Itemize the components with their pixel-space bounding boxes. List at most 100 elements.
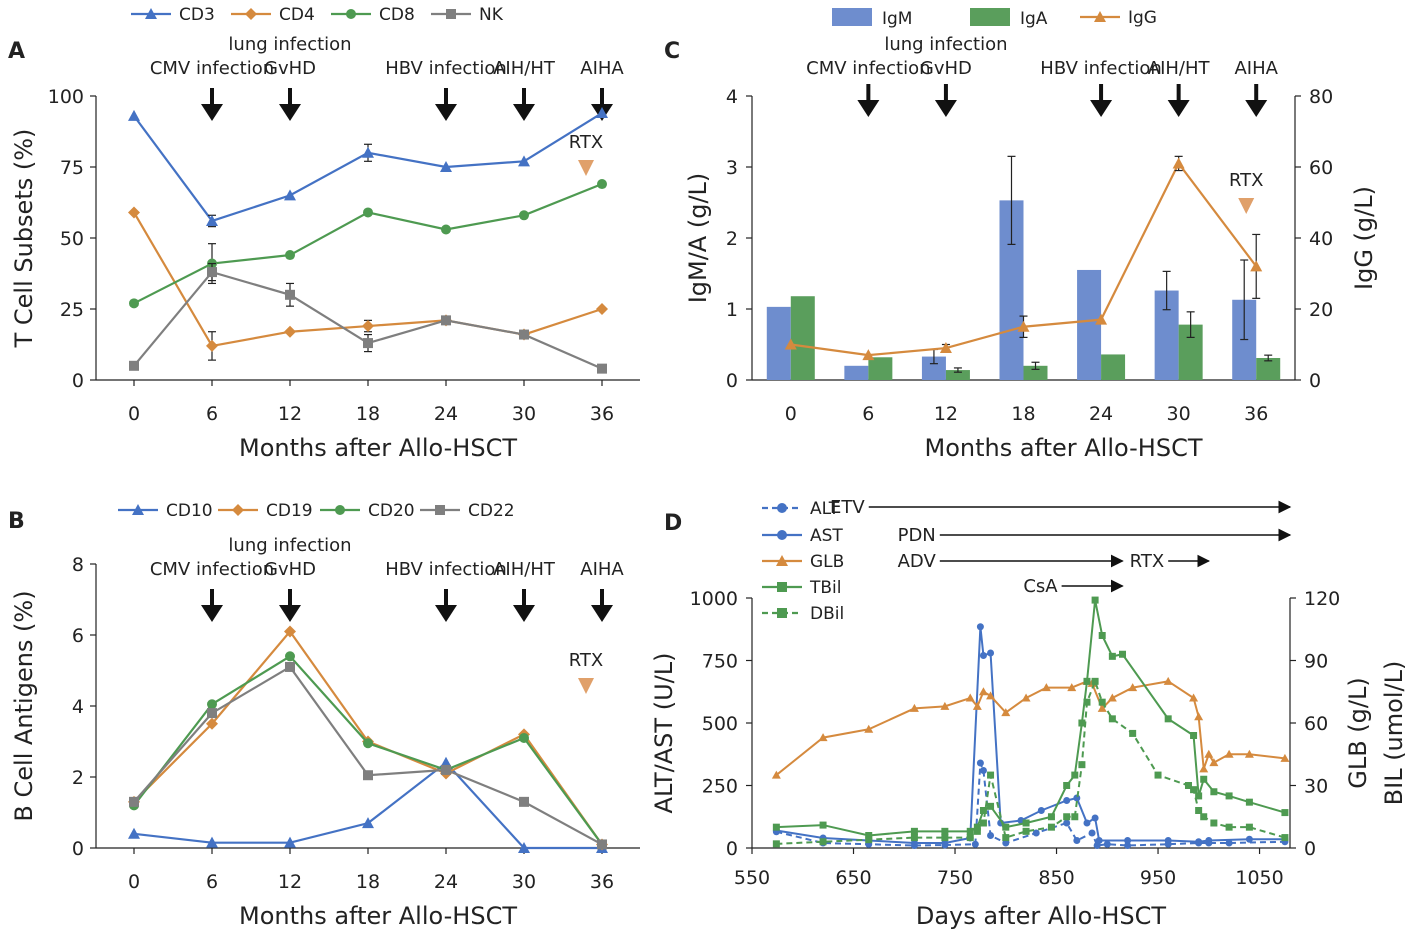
data-point-glb <box>1209 758 1219 767</box>
legend-cd3-marker <box>145 8 157 19</box>
data-point-glb <box>909 703 919 712</box>
data-point-tbil <box>1063 782 1071 789</box>
data-point-tbil <box>865 832 873 839</box>
data-point-glb <box>1107 693 1117 702</box>
data-point-tbil <box>1002 823 1010 831</box>
y-tick-label-right: 60 <box>1304 713 1328 735</box>
y-tick-label-right: 60 <box>1309 157 1333 179</box>
data-point-dbil <box>1071 813 1079 821</box>
y-axis-title-left: ALT/AST (U/L) <box>650 653 678 814</box>
data-point-cd22 <box>207 708 217 719</box>
x-tick-label: 30 <box>512 871 536 893</box>
data-point-ast <box>1037 807 1045 814</box>
y-tick-label: 100 <box>48 86 84 108</box>
x-tick-label: 6 <box>862 403 874 425</box>
data-point-glb <box>1204 749 1214 758</box>
legend-cd20-marker <box>335 505 345 515</box>
data-point-igg <box>939 342 952 354</box>
x-tick-label: 12 <box>278 403 302 425</box>
data-point-cd3 <box>284 189 296 201</box>
legend-glb-label: GLB <box>810 552 844 572</box>
data-point-alt <box>987 832 995 839</box>
x-tick-label: 24 <box>434 871 458 893</box>
event-arrow-head <box>934 100 957 117</box>
series-line-ast <box>776 626 1285 844</box>
legend-igg-marker <box>1094 11 1106 22</box>
legend-cd22-marker <box>435 505 445 515</box>
data-point-cd3 <box>128 109 140 121</box>
data-point-alt <box>1002 839 1010 847</box>
x-tick-label: 0 <box>785 403 797 425</box>
event-label: AIHA <box>580 559 624 580</box>
data-point-ast <box>1095 837 1103 844</box>
event-arrow-head <box>857 100 880 117</box>
data-point-alt <box>976 759 984 767</box>
data-point-cd3 <box>440 161 452 172</box>
data-point-alt <box>1063 819 1071 827</box>
data-point-alt <box>1124 842 1132 849</box>
data-point-cd10 <box>518 842 530 853</box>
event-arrow-head <box>1167 100 1190 117</box>
bar-iga <box>945 370 970 380</box>
panel-label: B <box>8 509 25 534</box>
data-point-tbil <box>1078 719 1086 727</box>
data-point-nk <box>441 315 451 326</box>
data-point-dbil <box>966 834 974 842</box>
data-point-tbil <box>1047 813 1055 821</box>
y-tick-label-left: 2 <box>726 228 738 250</box>
data-point-igg <box>1095 313 1108 325</box>
rtx-label: RTX <box>1229 170 1264 191</box>
data-point-dbil <box>1083 698 1091 706</box>
x-tick-label: 24 <box>1089 403 1113 425</box>
x-tick-label: 950 <box>1140 867 1176 889</box>
data-point-ast <box>1195 838 1203 846</box>
drug-label-etv: ETV <box>830 497 865 518</box>
data-point-glb <box>1280 753 1290 762</box>
x-tick-label: 0 <box>128 403 140 425</box>
legend-ast-marker <box>777 530 787 540</box>
data-point-tbil <box>910 827 918 835</box>
data-point-alt <box>1032 829 1040 837</box>
y-axis-title: T Cell Subsets (%) <box>10 129 38 349</box>
data-point-cd8 <box>363 207 373 218</box>
data-point-dbil <box>910 834 918 842</box>
data-point-cd8 <box>597 179 607 190</box>
data-point-dbil <box>1210 819 1218 827</box>
legend-alt-marker <box>777 503 787 513</box>
event-label: CMV infection <box>150 58 274 79</box>
data-point-dbil <box>772 840 780 848</box>
x-tick-label: 6 <box>206 403 218 425</box>
event-label: AIH/HT <box>1148 58 1211 79</box>
data-point-dbil <box>979 819 987 827</box>
data-point-cd8 <box>519 210 529 221</box>
data-point-cd4 <box>596 303 608 315</box>
bar-igm <box>766 306 791 380</box>
data-point-cd22 <box>597 839 607 850</box>
data-point-nk <box>207 267 217 278</box>
data-point-cd10 <box>362 817 374 829</box>
data-point-cd20 <box>207 699 217 710</box>
x-tick-label: 850 <box>1038 867 1074 889</box>
x-axis-title: Days after Allo-HSCT <box>916 902 1167 930</box>
event-label: GvHD <box>264 58 316 79</box>
data-point-igg <box>784 338 797 350</box>
legend-ast-label: AST <box>810 526 843 546</box>
data-point-cd10 <box>128 827 140 839</box>
bar-iga <box>1256 357 1281 380</box>
event-arrow-head <box>591 605 613 622</box>
y-tick-label-left: 4 <box>726 86 738 108</box>
event-arrow-head <box>1090 100 1113 117</box>
rtx-arrow <box>578 678 594 694</box>
data-point-cd4 <box>128 206 140 219</box>
bar-iga <box>1101 354 1126 380</box>
data-point-dbil <box>1047 823 1055 831</box>
data-point-ast <box>1063 797 1071 804</box>
y-axis-title-right: IgG (g/L) <box>1350 186 1378 290</box>
bar-igm <box>921 356 946 380</box>
event-label: AIH/HT <box>493 559 556 580</box>
data-point-dbil <box>1022 827 1030 835</box>
data-point-tbil <box>1091 596 1099 604</box>
data-point-igg <box>862 349 875 361</box>
data-point-cd4 <box>284 325 296 338</box>
legend-cd10-label: CD10 <box>166 501 213 521</box>
